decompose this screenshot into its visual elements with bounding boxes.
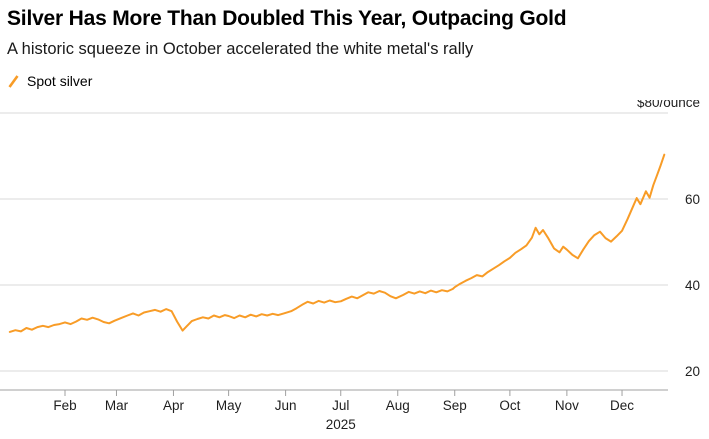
legend-slash-icon	[8, 74, 19, 88]
x-axis-label-jul: Jul	[332, 398, 349, 413]
x-axis-label-feb: Feb	[53, 398, 76, 413]
x-axis-label-mar: Mar	[105, 398, 129, 413]
x-axis-label-nov: Nov	[555, 398, 579, 413]
chart-header: Silver Has More Than Doubled This Year, …	[0, 0, 709, 89]
x-axis-label-may: May	[216, 398, 242, 413]
x-axis-label-oct: Oct	[499, 398, 520, 413]
legend: Spot silver	[7, 73, 701, 89]
x-axis-label-sep: Sep	[443, 398, 467, 413]
x-axis-label-jun: Jun	[275, 398, 297, 413]
x-axis-label-dec: Dec	[610, 398, 634, 413]
price-line-spot-silver	[8, 153, 666, 333]
legend-label: Spot silver	[27, 73, 93, 89]
silver-price-line-chart: 20 40 60 $80/ounce Feb Mar Apr May Jun Jul Aug Sep O…	[0, 95, 700, 432]
x-axis-label-aug: Aug	[386, 398, 410, 413]
y-axis-label-40: 40	[685, 278, 700, 293]
chart-subtitle: A historic squeeze in October accelerate…	[7, 40, 474, 58]
plot-area: 20 40 60 $80/ounce Feb Mar Apr May Jun Jul Aug Sep O…	[0, 95, 709, 434]
x-axis-year-label: 2025	[326, 417, 356, 432]
y-axis-label-20: 20	[685, 364, 700, 379]
y-axis-top-label: $80/ounce	[637, 100, 700, 110]
y-axis-label-60: 60	[685, 192, 700, 207]
chart-title: Silver Has More Than Doubled This Year, …	[7, 7, 567, 30]
x-axis-label-apr: Apr	[163, 398, 185, 413]
